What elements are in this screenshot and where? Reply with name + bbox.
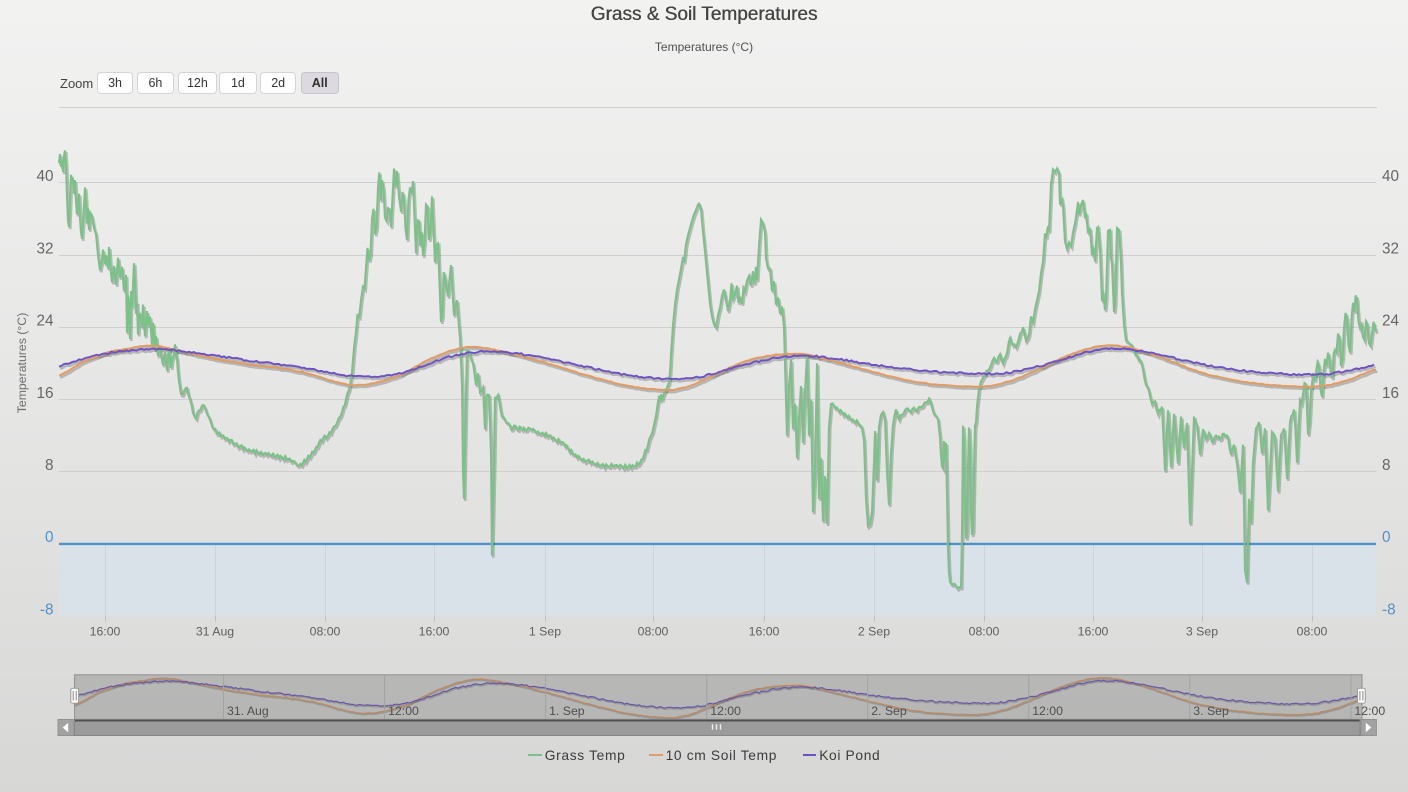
svg-text:08:00: 08:00 xyxy=(638,625,669,639)
svg-text:0: 0 xyxy=(45,529,54,546)
svg-text:Temperatures (°C): Temperatures (°C) xyxy=(15,313,29,414)
svg-text:31. Aug: 31. Aug xyxy=(227,704,269,718)
svg-text:12:00: 12:00 xyxy=(1032,704,1063,718)
svg-text:08:00: 08:00 xyxy=(310,625,341,639)
svg-text:16:00: 16:00 xyxy=(419,625,450,639)
svg-text:-8: -8 xyxy=(40,601,54,618)
svg-text:40: 40 xyxy=(1382,168,1399,185)
svg-text:16:00: 16:00 xyxy=(1078,625,1109,639)
svg-text:08:00: 08:00 xyxy=(969,625,1000,639)
svg-text:12:00: 12:00 xyxy=(388,704,419,718)
svg-text:3 Sep: 3 Sep xyxy=(1186,625,1218,639)
svg-text:12:00: 12:00 xyxy=(710,704,741,718)
svg-text:2. Sep: 2. Sep xyxy=(871,704,907,718)
svg-text:0: 0 xyxy=(1382,529,1391,546)
svg-text:16: 16 xyxy=(36,385,53,402)
svg-text:8: 8 xyxy=(1382,457,1391,474)
svg-text:-8: -8 xyxy=(1382,601,1396,618)
svg-text:1. Sep: 1. Sep xyxy=(549,704,585,718)
svg-text:40: 40 xyxy=(36,168,53,185)
svg-text:2 Sep: 2 Sep xyxy=(858,625,890,639)
svg-text:08:00: 08:00 xyxy=(1297,625,1328,639)
svg-text:8: 8 xyxy=(45,457,54,474)
svg-text:32: 32 xyxy=(36,240,53,257)
svg-text:1 Sep: 1 Sep xyxy=(529,625,561,639)
svg-text:31 Aug: 31 Aug xyxy=(196,625,234,639)
svg-text:16:00: 16:00 xyxy=(749,625,780,639)
svg-text:32: 32 xyxy=(1382,240,1399,257)
svg-text:16:00: 16:00 xyxy=(90,625,121,639)
svg-text:3. Sep: 3. Sep xyxy=(1193,704,1229,718)
svg-text:16: 16 xyxy=(1382,385,1399,402)
svg-text:24: 24 xyxy=(1382,313,1400,330)
svg-text:24: 24 xyxy=(36,313,54,330)
svg-text:12:00: 12:00 xyxy=(1354,704,1385,718)
